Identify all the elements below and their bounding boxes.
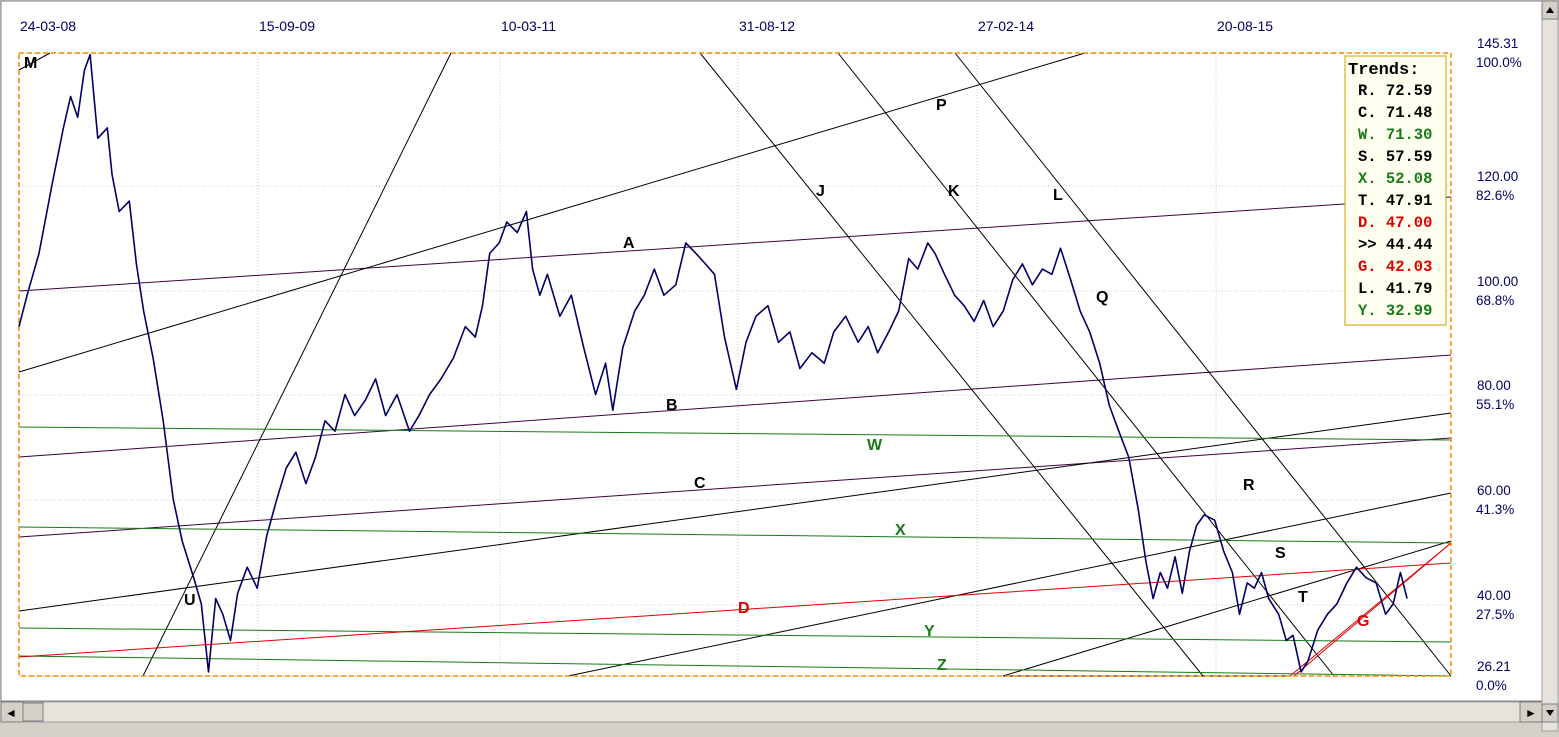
y-tick-value: 145.31 (1477, 36, 1518, 51)
y-tick-value: 60.00 (1477, 483, 1511, 498)
trend-line (18, 354, 1452, 458)
trend-label: Z (937, 657, 947, 674)
y-tick-percent: 100.0% (1476, 55, 1522, 70)
y-tick-value: 100.00 (1477, 274, 1518, 289)
trend-labels: M A B C J K L P Q R S T U W X YZ D G (24, 55, 1369, 674)
trend-line (837, 52, 1335, 677)
price-series-line (18, 53, 1408, 673)
trend-label: S (1275, 545, 1286, 562)
y-tick-percent: 27.5% (1476, 607, 1514, 622)
x-tick-label: 20-08-15 (1217, 18, 1273, 34)
legend-entry: R. 72.59 (1358, 82, 1432, 100)
scroll-right-icon: ► (1525, 706, 1537, 720)
horizontal-scrollbar[interactable]: ◄ ► (0, 701, 1543, 723)
trend-label: X (895, 522, 906, 539)
trend-line (18, 196, 1452, 292)
trend-label: Y (924, 623, 935, 640)
legend-entry: W. 71.30 (1358, 126, 1432, 144)
trend-line (18, 562, 1452, 658)
legend-entry: >> 44.44 (1358, 236, 1432, 254)
trend-label: U (184, 592, 196, 609)
trend-label: D (738, 600, 750, 617)
y-tick-percent: 82.6% (1476, 188, 1514, 203)
x-tick-label: 10-03-11 (501, 18, 556, 34)
x-tick-label: 15-09-09 (259, 18, 315, 34)
y-axis-tick-labels: 145.31 100.0% 120.00 82.6% 100.00 68.8% 80.00 5… (1476, 36, 1522, 693)
trend-label: Q (1096, 289, 1108, 306)
legend-box (1344, 55, 1447, 326)
trend-label: L (1053, 187, 1063, 204)
trend-line (1289, 542, 1452, 677)
legend-entry: X. 52.08 (1358, 170, 1432, 188)
trend-line (142, 52, 452, 677)
y-tick-percent: 41.3% (1476, 502, 1514, 517)
y-tick-percent: 55.1% (1476, 397, 1514, 412)
trend-line (18, 412, 1452, 612)
x-tick-label: 24-03-08 (20, 18, 76, 34)
trend-label: A (623, 235, 635, 252)
trends-legend: Trends: R. 72.59 C. 71.48 W. 71.30 S. 57.59… (1344, 55, 1447, 326)
x-tick-label: 27-02-14 (978, 18, 1034, 34)
scroll-left-icon: ◄ (5, 706, 17, 720)
grid-lines (18, 52, 1451, 677)
trend-label: T (1298, 589, 1308, 606)
y-tick-value: 40.00 (1477, 588, 1511, 603)
y-tick-value: 26.21 (1477, 659, 1511, 674)
scroll-down-icon (1546, 710, 1554, 716)
trend-line (18, 52, 51, 71)
trend-line (18, 627, 1452, 643)
legend-entry: C. 71.48 (1358, 104, 1432, 122)
trend-label: J (816, 183, 825, 200)
trend-label: B (666, 397, 678, 414)
vertical-scrollbar[interactable] (1541, 0, 1559, 732)
trend-label: W (867, 437, 883, 454)
trend-label: G (1357, 613, 1369, 630)
trend-lines (18, 52, 1452, 677)
trend-line (1002, 540, 1452, 677)
scroll-up-icon (1546, 7, 1554, 13)
trend-label: R (1243, 477, 1255, 494)
trend-label: K (948, 183, 960, 200)
legend-entries: R. 72.59 C. 71.48 W. 71.30 S. 57.59 X. 52.08… (1358, 82, 1432, 320)
trend-line (18, 426, 1452, 441)
legend-entry: S. 57.59 (1358, 148, 1432, 166)
legend-title: Trends: (1348, 61, 1419, 80)
scroll-thumb[interactable] (22, 702, 44, 722)
trend-label: C (694, 475, 706, 492)
legend-entry: L. 41.79 (1358, 280, 1432, 298)
legend-entry: G. 42.03 (1358, 258, 1432, 276)
plot-area-border (18, 52, 1452, 677)
y-tick-value: 80.00 (1477, 378, 1511, 393)
y-tick-percent: 0.0% (1476, 678, 1507, 693)
trend-line (18, 655, 1452, 677)
legend-entry: D. 47.00 (1358, 214, 1432, 232)
x-axis-tick-labels: 24-03-08 15-09-09 10-03-11 31-08-12 27-02-14… (20, 18, 1273, 34)
trend-line (18, 526, 1452, 544)
trend-label: M (24, 55, 37, 72)
trend-line (18, 52, 1086, 373)
legend-entry: Y. 32.99 (1358, 302, 1432, 320)
trend-label: P (936, 97, 947, 114)
y-tick-percent: 68.8% (1476, 293, 1514, 308)
trend-line (18, 437, 1452, 538)
trend-line (567, 492, 1452, 677)
y-tick-value: 120.00 (1477, 169, 1518, 184)
trend-line (699, 52, 1204, 677)
trend-line (954, 52, 1452, 677)
x-tick-label: 31-08-12 (739, 18, 795, 34)
legend-entry: T. 47.91 (1358, 192, 1432, 210)
